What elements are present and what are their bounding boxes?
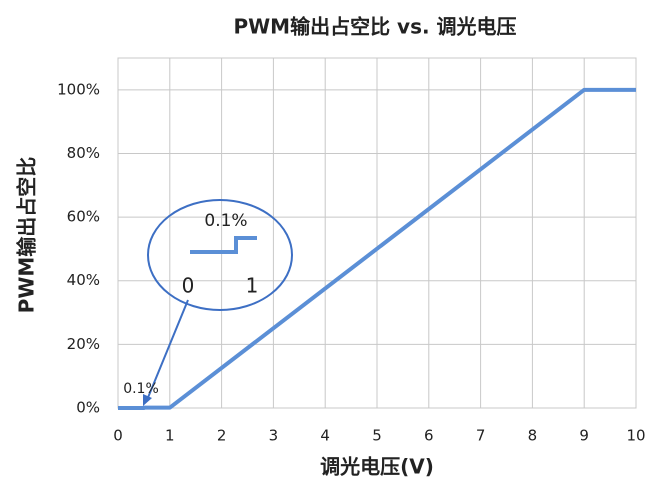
x-tick-label: 9 [579,427,589,445]
x-tick-label: 10 [626,427,645,445]
y-tick-label: 0% [76,399,100,417]
x-tick-label: 0 [113,427,123,445]
x-tick-label: 5 [372,427,382,445]
x-tick-label: 2 [217,427,227,445]
x-tick-label: 3 [269,427,279,445]
annotation: 0.1% [204,211,247,231]
x-tick-label: 8 [528,427,538,445]
annotation: 0 [182,274,195,298]
y-tick-label: 80% [67,144,100,162]
annotation: 0.1% [123,381,159,397]
x-tick-label: 4 [320,427,330,445]
arrow-head [143,394,152,406]
y-axis-label: PWM输出占空比 [15,157,39,314]
inset-circle [147,199,293,311]
y-tick-label: 20% [67,335,100,353]
arrow [146,299,189,401]
y-tick-label: 40% [67,271,100,289]
y-tick-label: 100% [57,80,100,98]
x-tick-label: 7 [476,427,486,445]
chart-title: PWM输出占空比 vs. 调光电压 [233,15,516,39]
annotation: 1 [246,274,259,298]
x-axis-label: 调光电压(V) [320,455,434,479]
plot-area: 0%20%40%60%80%100%0 1 2 3 4 5 6 7 8 9 10 [57,57,646,445]
inset-line [190,236,257,254]
line-series [118,87,636,410]
x-tick-label: 1 [165,427,175,445]
x-tick-label: 6 [424,427,434,445]
y-tick-label: 60% [67,208,100,226]
